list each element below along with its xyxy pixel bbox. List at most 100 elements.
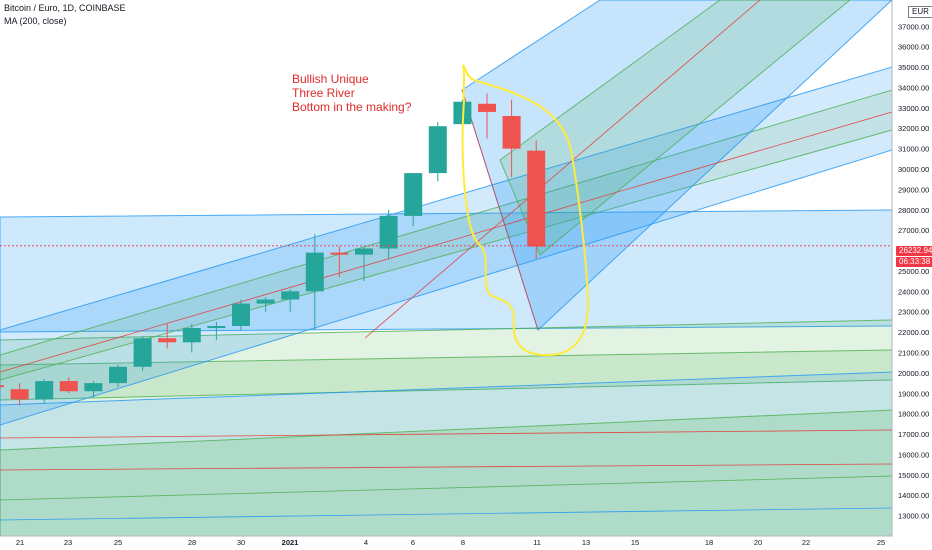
candle-body xyxy=(305,252,324,292)
price-tick-label: 30000.00 xyxy=(898,165,929,174)
price-tick-label: 28000.00 xyxy=(898,206,929,215)
time-tick-label: 30 xyxy=(237,538,245,547)
price-tick-label: 34000.00 xyxy=(898,83,929,92)
candle xyxy=(133,336,152,371)
highlight-outline xyxy=(461,64,590,357)
candle xyxy=(428,122,447,182)
price-axis: 13000.00 14000.00 15000.00 16000.00 17000.00… xyxy=(891,0,929,536)
price-tick-label: 32000.00 xyxy=(898,124,929,133)
trend-line xyxy=(0,429,893,439)
candle xyxy=(35,379,54,404)
annotation-line: Bullish Unique xyxy=(292,72,369,86)
candle-body xyxy=(84,383,103,392)
time-tick-label: 6 xyxy=(411,538,415,547)
price-tick-label: 13000.00 xyxy=(898,512,929,521)
candle-body xyxy=(330,252,349,255)
candle xyxy=(158,323,177,349)
time-tick-label: 13 xyxy=(582,538,590,547)
candle xyxy=(527,140,546,259)
time-tick-label: 25 xyxy=(877,538,885,547)
price-tick-label: 29000.00 xyxy=(898,185,929,194)
candle-body xyxy=(404,173,423,216)
price-tick-label: 27000.00 xyxy=(898,226,929,235)
candle xyxy=(232,299,250,331)
time-tick-label: 28 xyxy=(188,538,196,547)
candle xyxy=(404,173,423,227)
candle-body xyxy=(10,389,29,400)
time-tick-label: 2021 xyxy=(282,538,299,547)
candle xyxy=(281,289,300,312)
candle xyxy=(10,383,29,406)
candle-body xyxy=(133,338,152,367)
candle-body xyxy=(182,328,201,343)
price-tick-label: 14000.00 xyxy=(898,491,929,500)
candle-body xyxy=(0,385,4,388)
candle-body xyxy=(281,291,300,300)
trend-line xyxy=(364,0,761,339)
candle xyxy=(355,246,373,282)
time-tick-label: 23 xyxy=(64,538,72,547)
candle-body xyxy=(478,103,496,112)
candle xyxy=(182,323,201,353)
candle xyxy=(109,364,127,388)
candle-body xyxy=(232,303,250,327)
time-tick-label: 8 xyxy=(461,538,465,547)
candle-body xyxy=(502,116,521,149)
annotation-text: Bullish Unique Three River Bottom in the… xyxy=(292,72,411,114)
candle-body xyxy=(35,381,54,400)
trend-line xyxy=(0,475,893,501)
trend-line xyxy=(0,111,893,373)
candle xyxy=(207,321,226,341)
candle xyxy=(379,209,398,259)
time-tick-label: 21 xyxy=(16,538,24,547)
candle-body xyxy=(207,326,226,329)
indicator-label: MA (200, close) xyxy=(4,16,67,26)
candles xyxy=(0,93,546,406)
symbol-title: Bitcoin / Euro, 1D, COINBASE xyxy=(4,3,126,13)
price-tick-label: 17000.00 xyxy=(898,430,929,439)
time-tick-label: 22 xyxy=(802,538,810,547)
candle xyxy=(330,246,349,278)
trend-line xyxy=(0,463,893,471)
candle-body xyxy=(59,381,78,392)
annotation-line: Bottom in the making? xyxy=(292,100,412,114)
candle xyxy=(502,99,521,178)
price-tick-label: 25000.00 xyxy=(898,267,929,276)
candle xyxy=(478,93,496,139)
time-tick-label: 18 xyxy=(705,538,713,547)
trend-line xyxy=(461,89,539,331)
candle xyxy=(0,385,4,388)
price-tick-label: 15000.00 xyxy=(898,471,929,480)
time-tick-label: 20 xyxy=(754,538,762,547)
time-tick-label: 15 xyxy=(631,538,639,547)
candle-body xyxy=(158,338,177,343)
price-tick-label: 16000.00 xyxy=(898,450,929,459)
trend-line xyxy=(0,507,893,521)
price-tick-label: 22000.00 xyxy=(898,328,929,337)
price-tick-label: 24000.00 xyxy=(898,287,929,296)
candle xyxy=(305,234,324,331)
last-price-label: 26232.94 xyxy=(896,246,932,256)
price-tick-label: 18000.00 xyxy=(898,410,929,419)
price-tick-label: 33000.00 xyxy=(898,104,929,113)
price-tick-label: 20000.00 xyxy=(898,369,929,378)
candle-body xyxy=(379,215,398,249)
bar-countdown-label: 06:33:38 xyxy=(896,257,932,267)
channel-band xyxy=(499,0,851,256)
time-axis: 21 23 25 28 30 2021 4 6 8 11 13 15 18 20 22 25 xyxy=(0,535,892,547)
drawing-layer xyxy=(0,0,893,537)
time-tick-label: 11 xyxy=(533,538,541,547)
time-tick-label: 4 xyxy=(364,538,368,547)
annotation-line: Three River xyxy=(292,86,355,100)
price-tick-label: 37000.00 xyxy=(898,22,929,31)
price-tick-label: 35000.00 xyxy=(898,63,929,72)
price-tick-label: 23000.00 xyxy=(898,308,929,317)
candle xyxy=(59,376,78,394)
candle-body xyxy=(428,126,447,174)
price-tick-label: 36000.00 xyxy=(898,43,929,52)
candle-body xyxy=(109,366,127,384)
currency-label[interactable]: EUR xyxy=(908,6,932,18)
price-tick-label: 31000.00 xyxy=(898,145,929,154)
candle-body xyxy=(256,299,275,304)
